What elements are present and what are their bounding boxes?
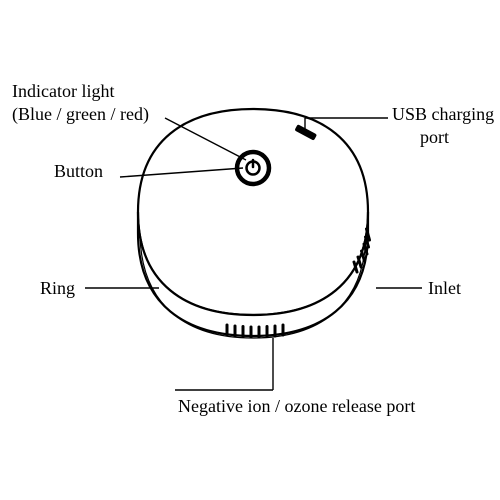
device-top-face: [138, 109, 368, 315]
device-drawing: [0, 0, 500, 500]
label-indicator: Indicator light (Blue / green / red): [12, 80, 149, 125]
label-button: Button: [54, 160, 103, 183]
diagram-canvas: Indicator light (Blue / green / red) But…: [0, 0, 500, 500]
label-indicator-line2: (Blue / green / red): [12, 103, 149, 126]
label-ozone: Negative ion / ozone release port: [178, 395, 415, 418]
label-inlet: Inlet: [428, 277, 461, 300]
label-ring: Ring: [40, 277, 75, 300]
label-indicator-line1: Indicator light: [12, 80, 149, 103]
label-usb-line1: USB charging: [392, 103, 494, 126]
label-usb-line2: port: [392, 126, 494, 149]
label-usb: USB charging port: [392, 103, 494, 148]
